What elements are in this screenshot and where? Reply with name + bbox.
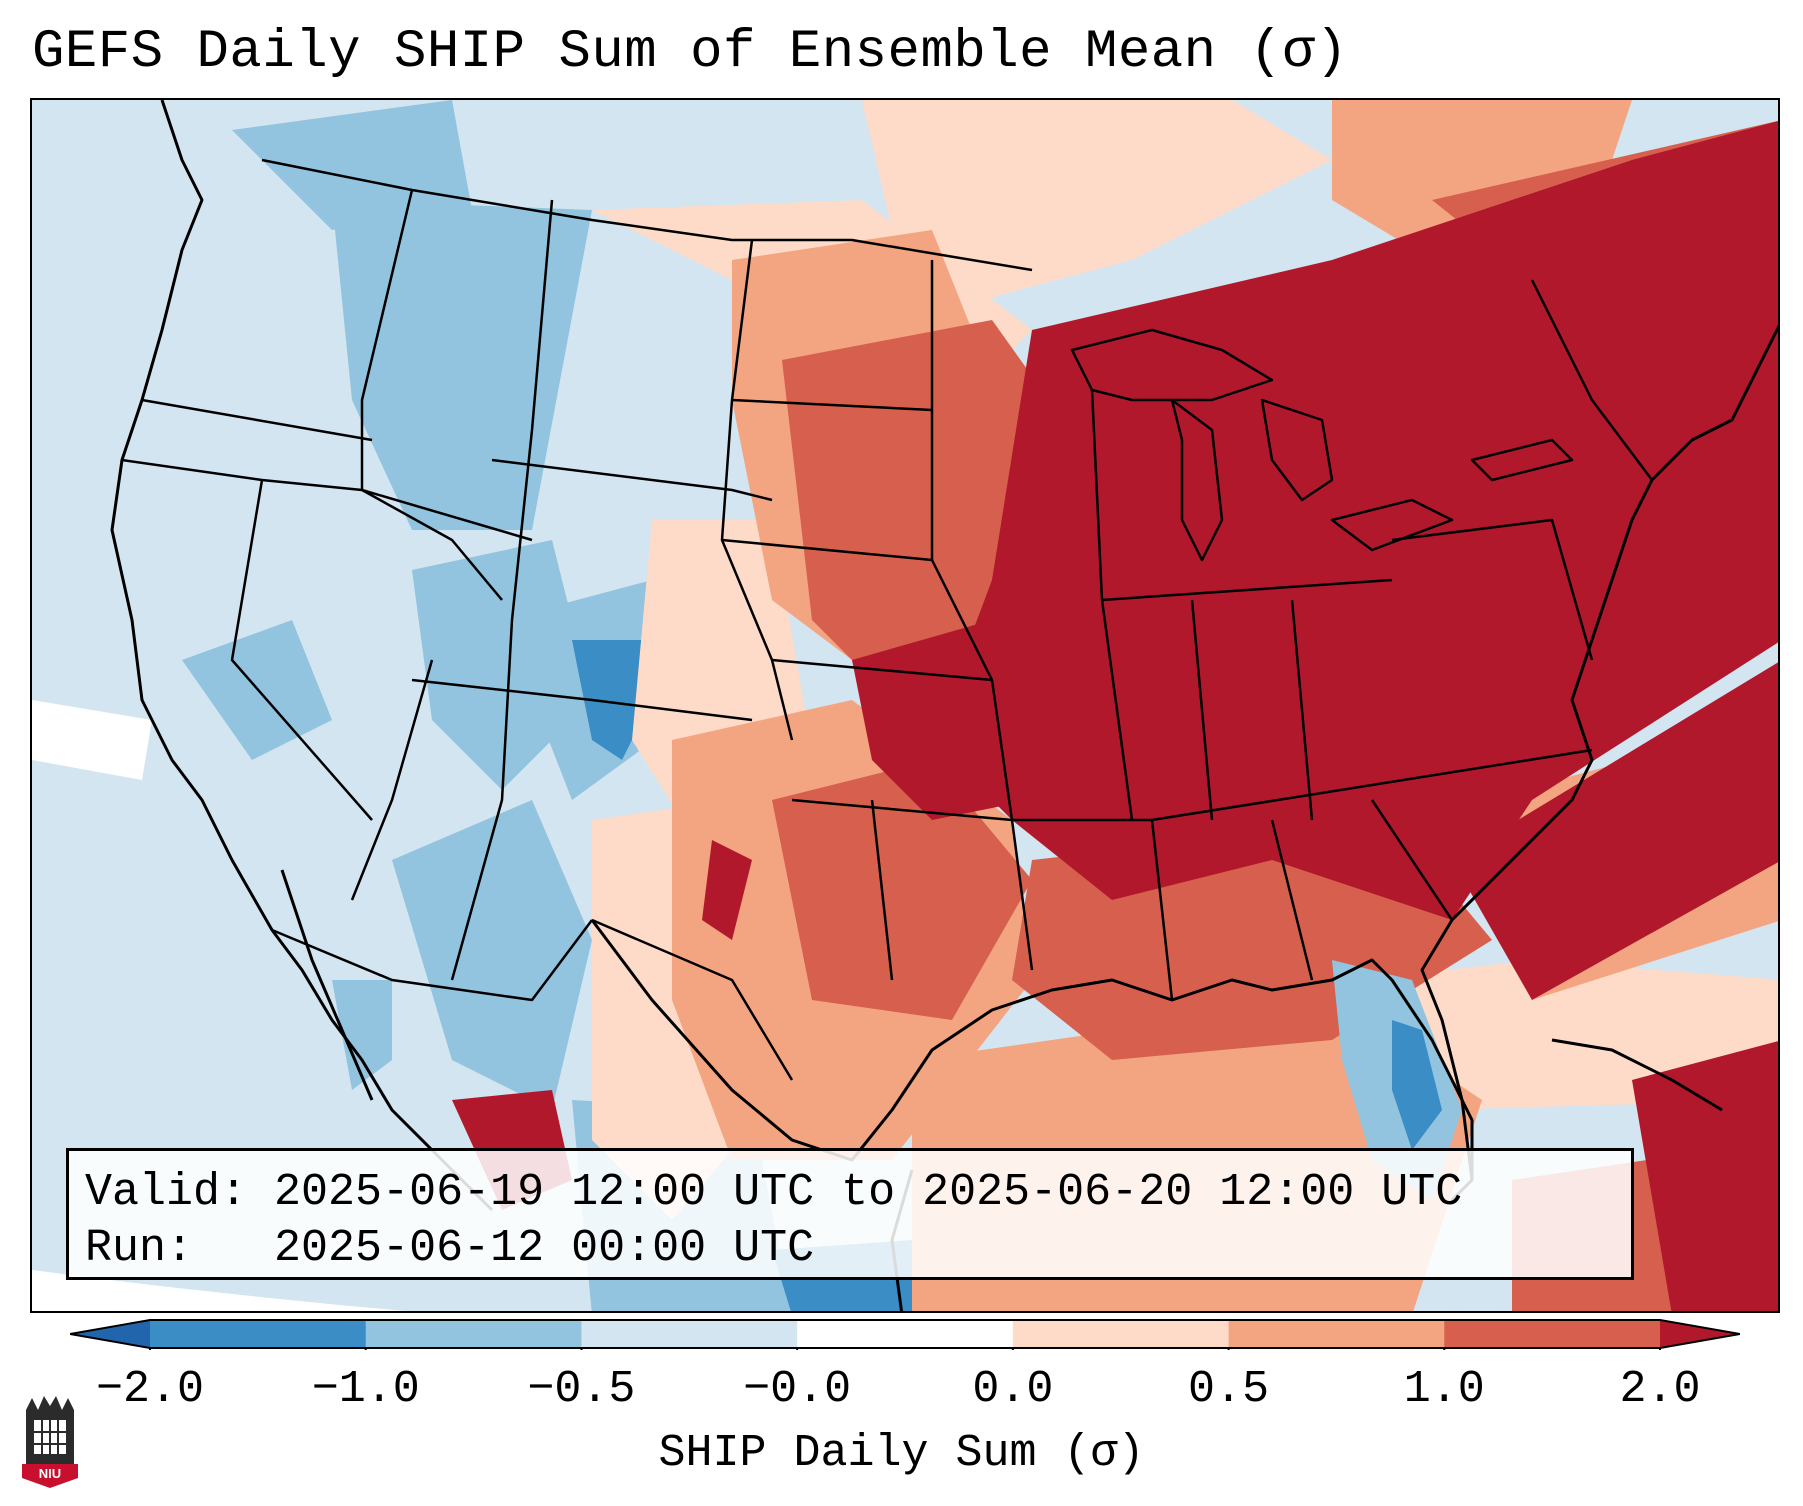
nevada-west-border [230,479,373,821]
cuba-coastline [1551,1038,1723,1112]
field-patch-midwest-east-max [932,121,1778,920]
valid-run-info-box: Valid: 2025-06-19 12:00 UTC to 2025-06-2… [66,1148,1634,1280]
ne-ks-border [771,658,993,682]
colorbar-tick-label: 2.0 [1619,1364,1701,1415]
field-patch-atlantic-max [1452,662,1778,1000]
logo-battlements [26,1396,74,1410]
tx-la-border [870,799,894,981]
lake-superior [1070,328,1274,402]
colorbar-bin [1012,1320,1230,1348]
baja-coastline [280,869,374,1101]
colorbar-bin [150,1320,367,1348]
canada-border-west [261,158,1033,272]
colorbar-over-arrow [1660,1320,1740,1348]
arizona-north-border [411,678,753,722]
colorbar-label: SHIP Daily Sum (σ) [658,1428,1145,1479]
field-patch-florida-strong [1392,1020,1442,1150]
lake-erie [1330,498,1454,552]
california-north-border [121,458,533,542]
colorbar-tick-label: 0.0 [972,1364,1054,1415]
colorbar-bin [581,1320,798,1348]
pa-border [1391,518,1594,661]
ok-tn-border [791,748,1593,822]
field-patch-pacific-white [32,700,152,780]
colorbar-tick-label: 0.5 [1188,1364,1270,1415]
ship-map [32,100,1778,1311]
field-patch-canada-light [862,100,1332,300]
mississippi-line [930,260,1034,971]
pacific-coastline [110,100,494,1212]
colorbar-bin [797,1320,1014,1348]
utah-west-border [350,659,434,901]
run-value: 2025-06-12 00:00 UTC [274,1223,815,1274]
colorbar-tick-label: 1.0 [1403,1364,1485,1415]
oh-border [1290,599,1314,821]
ga-sc-border [1370,799,1454,921]
valid-value: 2025-06-19 12:00 UTC to 2025-06-20 12:00… [274,1167,1463,1218]
niu-logo: NIU [22,1396,78,1488]
field-patch-caribbean-max [1632,1041,1778,1311]
il-in-oh-border [1101,578,1393,602]
sd-ne-border [721,538,933,562]
nd-sd-border [731,398,933,412]
wyoming-south-border [491,458,773,502]
al-ga-border [1270,819,1314,981]
rocky-divider [450,199,554,981]
idaho-east-border [360,189,414,490]
mexico-us-border-west [271,919,593,1002]
field-patch-colorado-strong [572,640,647,760]
gulf-coastline [590,919,1474,1202]
atlantic-coastline [1420,324,1778,1181]
projection-edge-left [32,1270,406,1311]
mexico-border [591,918,794,1081]
colorbar-bins [149,1320,1661,1350]
colorbar-tick-label: −0.5 [527,1364,636,1415]
colorbar-bin [1444,1320,1661,1348]
field-patch-arizona [392,800,592,1110]
colorbar-tick-label: −1.0 [311,1364,420,1415]
in-border [1190,599,1214,821]
utah-north-border [361,488,503,601]
lake-huron [1260,398,1334,502]
new-england-border [1530,279,1653,481]
map-title: GEFS Daily SHIP Sum of Ensemble Mean (σ) [32,22,1349,83]
field-patch-washington-north [232,100,472,230]
map-panel [30,98,1780,1313]
colorbar-under-arrow [70,1320,150,1348]
colorbar-bin [1228,1320,1445,1348]
logo-text: NIU [39,1466,61,1481]
colorbar-bin [365,1320,582,1348]
state-borders [121,158,1653,1081]
logo-badge [22,1464,78,1488]
oregon-north-border [141,398,373,442]
logo-window-grid [34,1420,66,1454]
colorbar [70,1319,1740,1350]
colorbar-outline [70,1319,1740,1349]
valid-label: Valid: [85,1167,248,1218]
lake-ontario [1470,438,1574,482]
field-patch-oklahoma-red [772,760,1032,1020]
run-label: Run: [85,1223,194,1274]
ms-al-border [1150,819,1174,1001]
field-patch-idaho-montana [332,200,592,530]
lake-michigan [1170,398,1224,562]
colorbar-tick-label: −0.0 [743,1364,852,1415]
field-patch-texas-panhandle-max [702,840,752,940]
colorbar-tick-label: −2.0 [95,1364,205,1415]
field-patch-baja [332,980,392,1090]
great-lakes [1070,328,1574,562]
